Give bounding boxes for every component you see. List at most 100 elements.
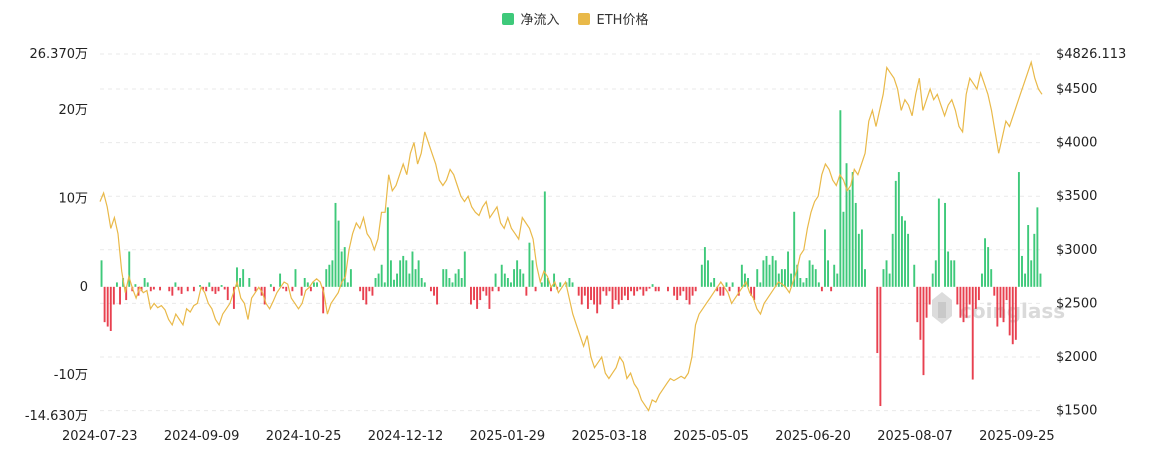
bar (571, 282, 574, 287)
bar (543, 191, 546, 287)
bar (953, 260, 956, 287)
bar (879, 286, 882, 407)
bar (389, 260, 392, 287)
bar (411, 251, 414, 287)
bar (531, 260, 534, 287)
bar (648, 286, 651, 289)
bar (928, 286, 931, 305)
bar (214, 286, 217, 294)
bar (633, 286, 636, 296)
bar (691, 286, 694, 296)
bar (836, 273, 839, 287)
bar (922, 286, 925, 376)
legend-label-price: ETH价格 (596, 13, 649, 28)
bar (402, 255, 405, 287)
bar (977, 286, 980, 301)
bar (934, 260, 937, 287)
x-axis-tick-label: 2025-01-29 (470, 429, 546, 444)
bar (743, 273, 746, 287)
bar (1014, 286, 1017, 340)
bar (417, 260, 420, 287)
legend-item-inflow[interactable]: 净流入 (501, 9, 560, 28)
bar (722, 286, 725, 296)
bar (611, 286, 614, 309)
bar (617, 286, 620, 305)
bar (830, 286, 833, 292)
bar (226, 286, 229, 301)
bar (904, 220, 906, 287)
bar (211, 286, 214, 292)
bar (199, 285, 201, 287)
bar (103, 286, 106, 323)
bar (205, 286, 208, 292)
bar (546, 278, 549, 287)
bar (365, 286, 368, 305)
bar (334, 202, 337, 287)
bar (620, 286, 623, 301)
bar (651, 284, 654, 287)
bar (885, 260, 888, 287)
bar (433, 286, 435, 296)
right-axis: $4826.113 $4500 $4000 $3500 $3000 $2500 $2000 $… (1056, 47, 1126, 419)
bar (359, 286, 362, 292)
bar (882, 269, 885, 287)
bar (1030, 260, 1033, 287)
bar (559, 282, 562, 287)
bar (793, 211, 796, 287)
bar (959, 286, 962, 318)
bar (971, 286, 974, 380)
bar (827, 260, 829, 287)
bar (602, 286, 605, 292)
bar (239, 278, 242, 287)
bar (448, 278, 451, 287)
bar (208, 282, 211, 287)
bar (377, 273, 380, 287)
bar (888, 273, 891, 287)
left-axis-tick-label: 20万 (58, 103, 88, 118)
bar (232, 286, 235, 309)
bar (285, 286, 288, 292)
legend-swatch-inflow (501, 12, 514, 25)
x-axis-tick-label: 2024-12-12 (368, 429, 444, 444)
bar (580, 286, 583, 305)
bar (817, 282, 820, 287)
left-axis-tick-label: -10万 (54, 368, 88, 383)
bar (159, 286, 161, 291)
bar (152, 286, 155, 290)
bar (944, 202, 946, 287)
bar (491, 286, 494, 292)
bar (482, 286, 485, 292)
bar (777, 273, 780, 287)
bar (1005, 286, 1008, 301)
bar (1027, 225, 1030, 287)
bar (676, 286, 679, 301)
bar (223, 286, 226, 290)
bar (106, 286, 109, 327)
bar (436, 286, 439, 305)
bar (248, 278, 251, 287)
bar (768, 264, 771, 287)
bar (845, 163, 848, 287)
bar (263, 286, 266, 305)
bar (802, 282, 805, 287)
bar (186, 286, 189, 292)
bar (236, 267, 238, 287)
bar (851, 172, 854, 287)
bar (996, 286, 999, 327)
bar (408, 273, 411, 287)
bar (100, 260, 103, 287)
bar (254, 286, 257, 292)
bar (919, 286, 922, 340)
bar (990, 269, 993, 287)
bar (740, 264, 743, 287)
bar (340, 251, 343, 287)
bar (134, 284, 137, 287)
bar (876, 286, 879, 354)
bar (694, 286, 697, 292)
bar (168, 286, 171, 292)
bar (586, 286, 589, 309)
bar (630, 286, 632, 292)
legend-item-price[interactable]: ETH价格 (577, 9, 649, 28)
bar (916, 286, 919, 323)
